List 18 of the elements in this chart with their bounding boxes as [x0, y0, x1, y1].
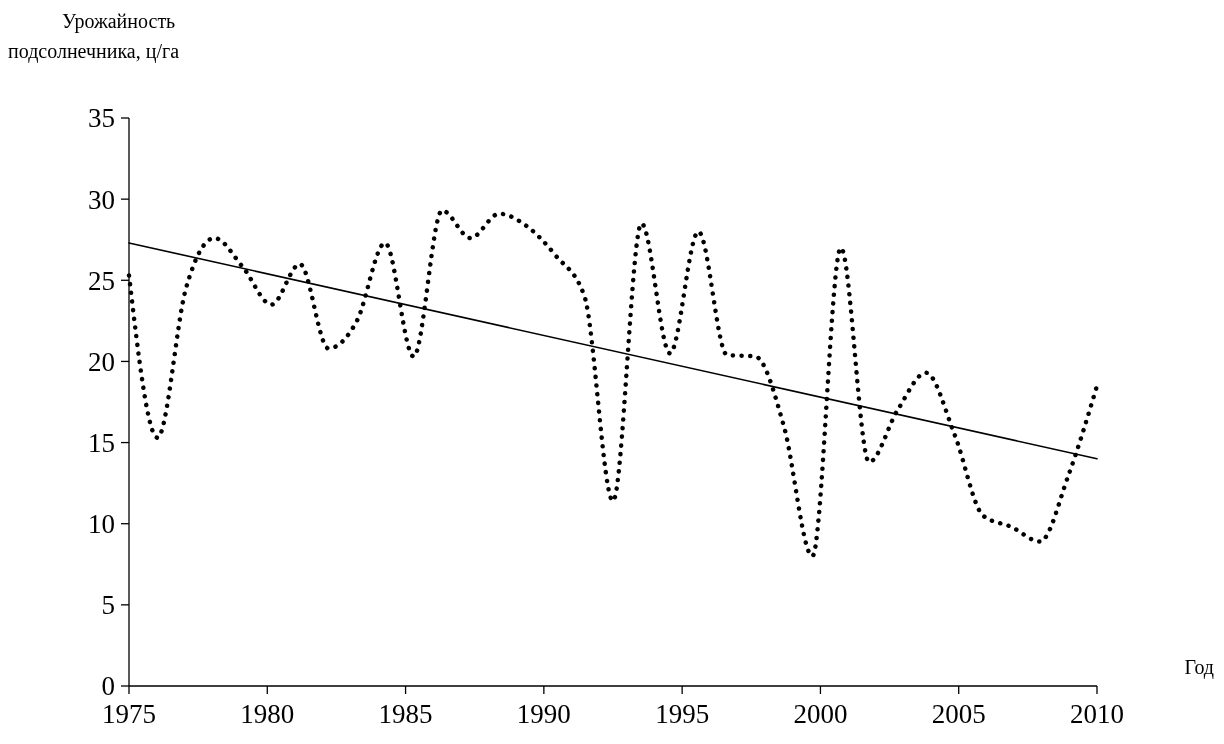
y-tick-label: 35 — [88, 103, 115, 134]
y-axis-title: Урожайность подсолнечника, ц/га — [8, 10, 180, 63]
x-tick-label: 1990 — [516, 699, 571, 729]
x-tick-label: 1980 — [240, 699, 295, 729]
x-tick-label: 2005 — [931, 699, 986, 729]
x-axis-title: Год — [1184, 656, 1214, 679]
x-tick-label: 1995 — [655, 699, 710, 729]
x-tick-label: 1985 — [378, 699, 433, 729]
x-tick-label: 2010 — [1070, 699, 1124, 729]
x-tick-label: 2000 — [793, 699, 848, 729]
y-tick-label: 5 — [101, 590, 115, 621]
y-tick-label: 0 — [101, 671, 115, 702]
y-tick-label: 10 — [88, 509, 115, 540]
x-tick-label: 1975 — [102, 699, 156, 729]
y-tick-label: 20 — [88, 346, 115, 377]
y-tick-label: 25 — [88, 265, 115, 296]
y-tick-label: 30 — [88, 184, 115, 215]
y-tick-label: 15 — [88, 428, 115, 459]
